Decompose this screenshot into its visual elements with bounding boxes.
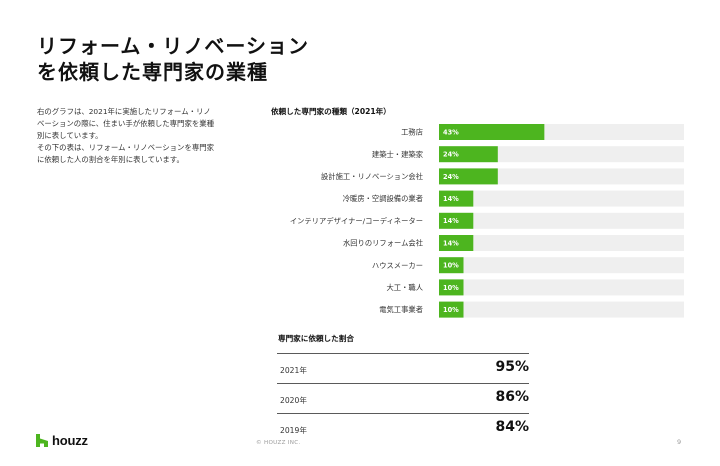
- description-line: 別に表しています。: [37, 131, 103, 140]
- bar-track: [439, 146, 684, 163]
- bar-value-label: 10%: [443, 306, 459, 314]
- table-row-value: 86%: [495, 389, 529, 405]
- houzz-logo-icon: [36, 433, 48, 447]
- page-title: リフォーム・リノベーション を依頼した専門家の業種: [37, 33, 367, 85]
- percentage-table: 2021年 95% 2020年 86% 2019年 84%: [277, 353, 529, 443]
- bar-value-label: 24%: [443, 173, 459, 181]
- table-row-year: 2021年: [280, 366, 307, 375]
- bar: [439, 235, 474, 251]
- bar-value-label: 14%: [443, 217, 459, 225]
- bar-track: [439, 279, 684, 296]
- bar-value-label: 43%: [443, 128, 459, 136]
- category-label: 大工・職人: [387, 283, 424, 292]
- bar-track: [439, 301, 684, 318]
- bar-track: [439, 212, 684, 229]
- table-row-value: 84%: [495, 419, 529, 435]
- page-title-line: を依頼した専門家の業種: [37, 60, 268, 84]
- bar-value-label: 10%: [443, 284, 459, 292]
- description-line: ベーションの際に、住まい手が依頼した専門家を業種: [37, 119, 215, 128]
- bar: [439, 257, 464, 274]
- bar: [439, 279, 464, 296]
- description-line: に依頼した人の割合を年別に表しています。: [37, 155, 184, 164]
- description-line: その下の表は、リフォーム・リノベーションを専門家: [37, 143, 215, 152]
- category-label: 工務店: [401, 128, 423, 137]
- table-row-value: 95%: [495, 359, 529, 375]
- category-label: 水回りのリフォーム会社: [343, 239, 423, 248]
- brand-name: houzz: [52, 432, 88, 448]
- bar: [439, 301, 464, 318]
- category-label: 設計施工・リノベーション会社: [321, 172, 423, 181]
- category-label: インテリアデザイナー/コーディネーター: [290, 216, 423, 225]
- bar-track: [439, 257, 684, 274]
- houzz-logo: houzz: [36, 432, 88, 448]
- table-title: 専門家に依頼した割合: [278, 334, 354, 343]
- table-row: 2019年 84%: [277, 413, 529, 443]
- description-text: 右のグラフは、2021年に実施したリフォーム・リノ ベーションの際に、住まい手が…: [37, 106, 242, 166]
- page-number: 9: [677, 438, 682, 446]
- page-title-line: リフォーム・リノベーション: [37, 34, 309, 58]
- bar: [439, 212, 474, 229]
- bar-value-label: 10%: [443, 262, 459, 270]
- chart-title: 依頼した専門家の種類（2021年）: [271, 107, 391, 116]
- table-row: 2020年 86%: [277, 383, 529, 413]
- bar: [439, 168, 498, 185]
- bar-value-label: 24%: [443, 151, 459, 159]
- bar-track: [439, 168, 684, 185]
- category-label: ハウスメーカー: [372, 261, 423, 270]
- table-row: 2021年 95%: [277, 353, 529, 383]
- table-row-year: 2020年: [280, 396, 307, 405]
- bar-value-label: 14%: [443, 239, 459, 247]
- bar: [439, 190, 474, 207]
- copyright-text: © HOUZZ INC.: [256, 440, 301, 446]
- table-row-year: 2019年: [280, 426, 307, 435]
- bar: [439, 146, 498, 163]
- bar-value-label: 14%: [443, 195, 459, 203]
- bar-track: [439, 190, 684, 207]
- bar: [439, 124, 545, 140]
- category-label: 建築士・建築家: [372, 150, 424, 159]
- description-line: 右のグラフは、2021年に実施したリフォーム・リノ: [37, 107, 211, 116]
- category-label: 冷暖房・空調設備の業者: [343, 194, 423, 203]
- category-label: 電気工事業者: [379, 305, 423, 314]
- bar-track: [439, 235, 684, 251]
